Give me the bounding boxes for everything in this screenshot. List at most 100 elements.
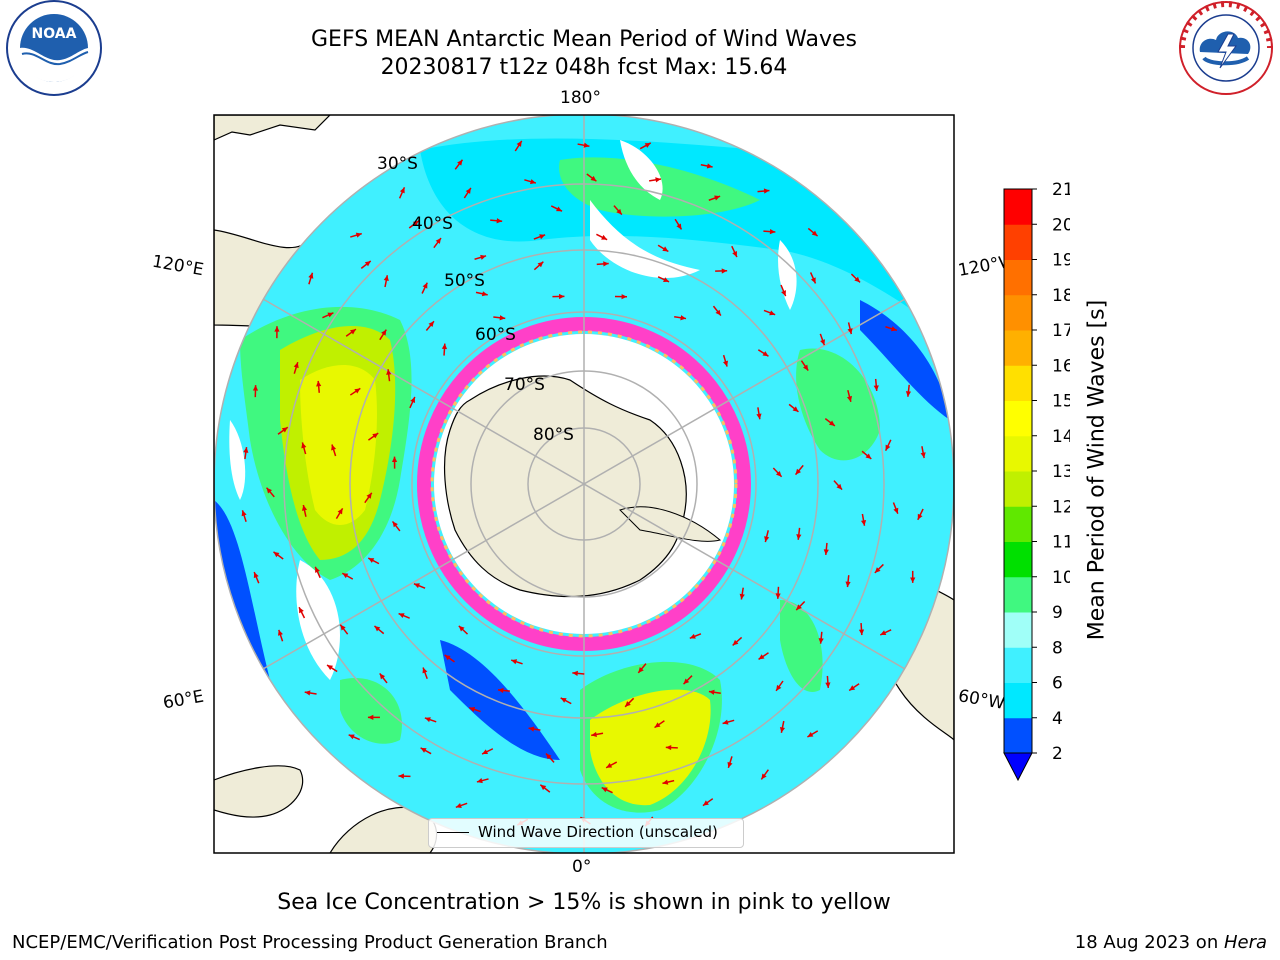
sea-ice-note: Sea Ice Concentration > 15% is shown in … — [277, 890, 891, 915]
wind-wave-arrow-head — [301, 505, 308, 511]
wind-wave-arrow-head — [654, 722, 661, 728]
wind-wave-arrow-head — [497, 687, 504, 694]
wind-wave-arrow-head — [349, 329, 356, 335]
wind-wave-arrow-head — [348, 734, 355, 740]
wind-wave-arrow-head — [277, 629, 283, 636]
wind-wave-arrow-head — [621, 294, 627, 300]
wind-wave-arrow-head — [367, 714, 374, 720]
noaa-logo: NOAA — [2, 0, 106, 100]
wind-wave-arrow-head — [340, 624, 346, 631]
wind-wave-arrow-head — [444, 655, 451, 661]
map-frame — [213, 114, 955, 854]
wind-wave-arrow-head — [383, 275, 389, 282]
colorbar-tick-label: 18 — [1052, 286, 1070, 306]
wind-wave-arrow-head — [723, 360, 729, 367]
wind-wave-arrow-head — [756, 413, 762, 420]
wind-wave-arrow-head — [792, 406, 799, 412]
wind-wave-arrow-head — [722, 719, 729, 725]
wind-wave-arrow-head — [781, 290, 786, 297]
wind-wave-arrow-head — [616, 208, 622, 215]
wind-wave-arrow-head — [706, 163, 713, 169]
wind-wave-arrow-head — [676, 223, 682, 230]
footer-host: Hera — [1223, 932, 1267, 953]
wind-wave-arrow-head — [253, 572, 259, 579]
wind-wave-arrow-head — [689, 633, 696, 639]
wind-wave-arrow-head — [428, 321, 434, 328]
wind-wave-arrow-head — [764, 536, 770, 543]
wind-wave-arrow-head — [293, 362, 299, 369]
wind-wave-arrow-head — [880, 630, 887, 635]
wind-wave-arrow-head — [763, 188, 770, 194]
wind-wave-arrow-head — [708, 689, 715, 695]
wind-wave-arrow-head — [476, 778, 483, 784]
wind-wave-arrow-head — [776, 684, 782, 691]
wind-wave-arrow-head — [499, 315, 506, 321]
wind-wave-arrow-head — [811, 230, 818, 237]
wind-wave-arrow-head — [860, 520, 867, 526]
wind-wave-arrow-head — [482, 749, 489, 755]
wind-wave-arrow-head — [465, 187, 471, 194]
wind-wave-arrow-head — [422, 282, 428, 289]
wind-wave-arrow-head — [890, 326, 897, 332]
wind-wave-arrow-head — [732, 251, 737, 258]
wind-wave-arrow-head — [606, 762, 613, 768]
wind-wave-arrow-head — [590, 175, 597, 182]
wind-wave-arrow-head — [825, 682, 831, 688]
wind-wave-arrow-head — [846, 395, 853, 402]
lat-label-30s: 30°S — [377, 154, 418, 174]
wind-wave-arrow-head — [917, 513, 923, 520]
wind-wave-arrow-head — [796, 534, 802, 540]
wind-wave-arrow-head — [540, 784, 547, 791]
footer-credit: NCEP/EMC/Verification Post Processing Pr… — [12, 932, 608, 953]
wind-wave-arrow-head — [480, 254, 487, 260]
wind-wave-arrow-head — [420, 747, 427, 753]
colorbar-extend-min — [1003, 752, 1033, 782]
wind-wave-arrow-head — [732, 639, 739, 646]
colorbar-bin — [1004, 189, 1032, 225]
wind-wave-arrow-head — [398, 613, 405, 619]
colorbar-bin — [1004, 717, 1032, 754]
wind-wave-arrow-head — [601, 234, 608, 240]
colorbar-bin — [1004, 365, 1032, 401]
wind-wave-arrow-head — [252, 385, 259, 391]
wind-wave-arrow-head — [663, 277, 670, 282]
wind-wave-arrow-head — [775, 593, 781, 599]
wind-wave-arrows — [241, 140, 926, 827]
wind-wave-arrow-head — [662, 779, 669, 785]
wind-wave-arrow-head — [546, 753, 552, 760]
wind-wave-arrow-head — [424, 717, 431, 723]
map-legend: Wind Wave Direction (unscaled) — [428, 818, 744, 848]
colorbar-tick-label: 11 — [1052, 533, 1070, 553]
colorbar-bin — [1004, 224, 1032, 260]
wind-wave-arrow-head — [308, 272, 314, 279]
wind-wave-arrow-head — [601, 787, 608, 793]
nws-logo — [1174, 0, 1278, 100]
colorbar-bin — [1004, 400, 1032, 437]
colorbar: 2 4 6 8 9 10 11 12 13 14 15 16 17 18 19 20 21 — [1003, 180, 1070, 782]
wind-wave-arrow-head — [823, 549, 829, 555]
colorbar-bin — [1004, 294, 1032, 331]
legend-label: Wind Wave Direction (unscaled) — [478, 823, 718, 841]
wind-wave-arrow-head — [874, 567, 881, 573]
wind-wave-arrow-head — [435, 238, 441, 244]
wind-wave-arrow-head — [828, 420, 835, 426]
wind-wave-arrow-head — [662, 246, 669, 252]
wind-wave-arrow-head — [354, 388, 361, 394]
wind-wave-arrow-head — [412, 220, 419, 227]
wind-wave-arrow-head — [854, 276, 861, 283]
legend-line-sample — [437, 832, 469, 833]
lat-label-40s: 40°S — [412, 214, 453, 234]
wind-wave-arrow-head — [481, 291, 488, 297]
wind-wave-arrow-head — [775, 471, 782, 477]
land-africa-tip — [214, 765, 304, 818]
wind-wave-arrow-head — [558, 293, 565, 300]
wind-wave-arrow-head — [316, 380, 322, 387]
colorbar-tick-label: 20 — [1052, 215, 1070, 235]
wind-wave-arrow-head — [572, 670, 578, 676]
wind-wave-arrow-head — [638, 667, 644, 673]
wind-wave-arrow-head — [836, 483, 843, 490]
wind-wave-arrow-head — [299, 607, 304, 614]
lon-label-0: 0° — [572, 857, 592, 877]
wind-wave-arrow-head — [342, 573, 349, 579]
colorbar-tick-label: 6 — [1052, 674, 1063, 694]
